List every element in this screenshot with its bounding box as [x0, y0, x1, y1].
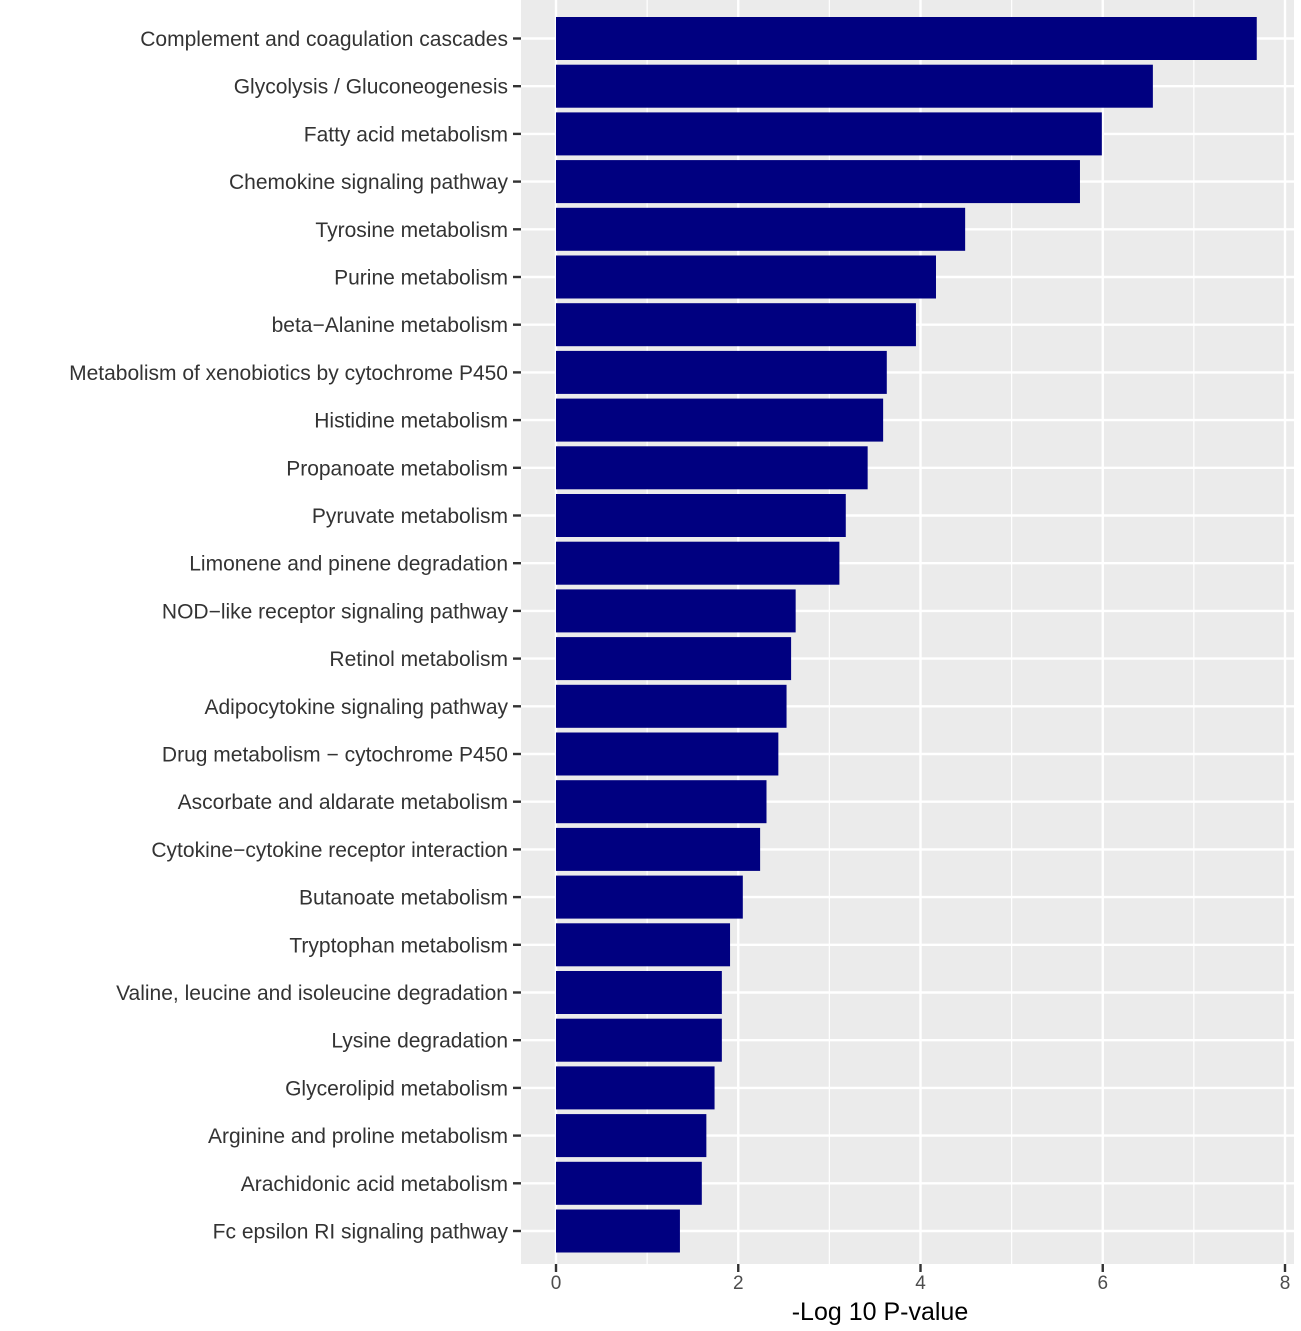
x-tick-label: 4	[915, 1273, 926, 1294]
bar	[556, 1161, 702, 1205]
bar	[556, 398, 884, 442]
category-label: Glycerolipid metabolism	[285, 1077, 508, 1100]
bar	[556, 637, 792, 681]
x-tick-label: 8	[1280, 1273, 1291, 1294]
bar	[556, 1066, 715, 1110]
x-tick-label: 2	[733, 1273, 744, 1294]
category-label: Ascorbate and aldarate metabolism	[178, 791, 508, 814]
category-label: Purine metabolism	[334, 267, 508, 290]
bar	[556, 732, 779, 776]
x-tick-label: 6	[1097, 1273, 1108, 1294]
bar	[556, 446, 868, 490]
category-label: NOD−like receptor signaling pathway	[162, 600, 509, 623]
category-label: Chemokine signaling pathway	[229, 171, 508, 194]
bar	[556, 541, 840, 585]
bar	[556, 780, 767, 824]
x-axis-labels: 0 2 4 6 8	[551, 1273, 1291, 1294]
category-label: Cytokine−cytokine receptor interaction	[151, 839, 508, 862]
category-label: Butanoate metabolism	[299, 887, 508, 910]
category-label: Arginine and proline metabolism	[208, 1125, 508, 1148]
category-label: Arachidonic acid metabolism	[241, 1173, 508, 1196]
y-axis-labels: Complement and coagulation cascades Glyco…	[69, 28, 508, 1244]
bar	[556, 971, 722, 1014]
category-label: Fatty acid metabolism	[304, 123, 508, 146]
category-label: Drug metabolism − cytochrome P450	[162, 744, 508, 767]
category-label: Propanoate metabolism	[286, 457, 508, 480]
bar	[556, 303, 916, 347]
bar	[556, 160, 1080, 204]
bar	[556, 112, 1102, 156]
x-tick-label: 0	[551, 1273, 562, 1294]
category-label: beta−Alanine metabolism	[272, 314, 508, 337]
y-axis-ticks	[513, 37, 521, 1233]
bar	[556, 875, 743, 919]
bar	[556, 589, 796, 633]
bar	[556, 350, 887, 394]
bar	[556, 255, 936, 299]
bar	[556, 923, 731, 967]
bar	[556, 1018, 722, 1062]
bar	[556, 64, 1153, 108]
category-label: Tyrosine metabolism	[315, 219, 508, 242]
bars	[556, 17, 1257, 1253]
bar	[556, 1114, 707, 1158]
category-label: Adipocytokine signaling pathway	[204, 696, 508, 719]
category-label: Valine, leucine and isoleucine degradati…	[116, 982, 508, 1005]
x-axis-title: -Log 10 P-value	[792, 1298, 969, 1326]
category-label: Tryptophan metabolism	[289, 934, 508, 957]
bar	[556, 827, 761, 871]
category-label: Complement and coagulation cascades	[140, 28, 508, 51]
bar	[556, 17, 1257, 60]
category-label: Glycolysis / Gluconeogenesis	[234, 76, 508, 99]
category-label: Histidine metabolism	[314, 410, 508, 433]
category-label: Metabolism of xenobiotics by cytochrome …	[69, 362, 508, 385]
category-label: Lysine degradation	[331, 1030, 508, 1053]
bar	[556, 207, 966, 251]
bar	[556, 684, 787, 728]
bar	[556, 494, 846, 537]
category-label: Pyruvate metabolism	[312, 505, 508, 528]
category-label: Fc epsilon RI signaling pathway	[213, 1221, 509, 1244]
bar	[556, 1209, 680, 1253]
category-label: Retinol metabolism	[329, 648, 508, 671]
category-label: Limonene and pinene degradation	[189, 553, 508, 576]
x-axis-ticks	[554, 1264, 1287, 1272]
